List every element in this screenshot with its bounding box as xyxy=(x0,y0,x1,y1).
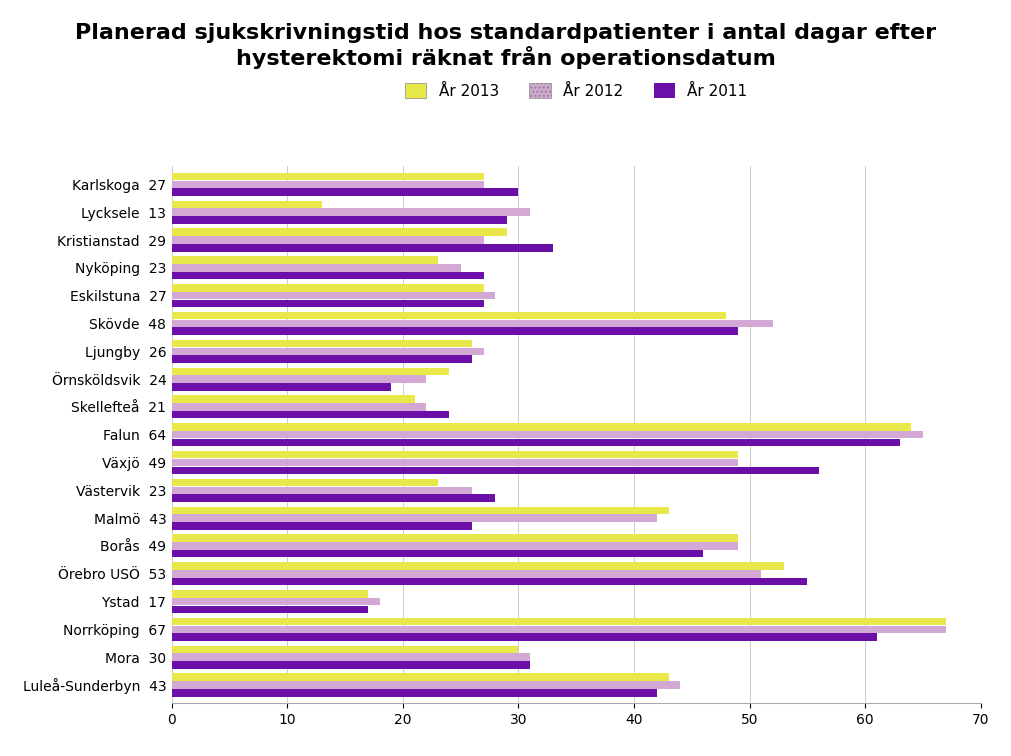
Bar xyxy=(172,578,808,585)
Bar xyxy=(172,411,449,418)
Bar xyxy=(172,534,738,542)
Bar xyxy=(172,598,380,606)
Bar xyxy=(172,367,449,375)
Bar xyxy=(172,479,438,486)
Legend: År 2013, År 2012, År 2011: År 2013, År 2012, År 2011 xyxy=(399,77,753,105)
Bar xyxy=(172,383,391,391)
Bar xyxy=(172,662,530,669)
Bar xyxy=(172,522,472,530)
Bar xyxy=(172,375,426,383)
Bar xyxy=(172,514,657,522)
Bar xyxy=(172,562,785,570)
Bar xyxy=(172,173,484,181)
Bar xyxy=(172,284,484,292)
Bar xyxy=(172,216,507,224)
Bar xyxy=(172,264,461,271)
Bar xyxy=(172,590,368,597)
Bar xyxy=(172,494,495,502)
Bar xyxy=(172,570,761,578)
Bar xyxy=(172,188,519,196)
Bar xyxy=(172,618,946,625)
Bar xyxy=(172,244,553,252)
Bar xyxy=(172,395,415,403)
Bar xyxy=(172,681,680,689)
Bar xyxy=(172,181,484,188)
Bar xyxy=(172,606,368,613)
Bar xyxy=(172,339,472,347)
Text: Planerad sjukskrivningstid hos standardpatienter i antal dagar efter
hysterektom: Planerad sjukskrivningstid hos standardp… xyxy=(75,23,936,70)
Bar xyxy=(172,487,472,494)
Bar xyxy=(172,256,438,264)
Bar xyxy=(172,320,772,327)
Bar xyxy=(172,272,484,280)
Bar xyxy=(172,423,911,431)
Bar xyxy=(172,355,472,363)
Bar xyxy=(172,200,323,208)
Bar xyxy=(172,689,657,696)
Bar xyxy=(172,459,738,466)
Bar xyxy=(172,634,877,641)
Bar xyxy=(172,348,484,355)
Bar xyxy=(172,209,530,216)
Bar xyxy=(172,550,704,557)
Bar xyxy=(172,312,727,320)
Bar xyxy=(172,626,946,633)
Bar xyxy=(172,438,900,446)
Bar xyxy=(172,646,519,653)
Bar xyxy=(172,674,668,681)
Bar xyxy=(172,228,507,236)
Bar xyxy=(172,653,530,661)
Bar xyxy=(172,466,819,474)
Bar xyxy=(172,451,738,458)
Bar xyxy=(172,237,484,243)
Bar xyxy=(172,431,923,438)
Bar xyxy=(172,299,484,307)
Bar xyxy=(172,542,738,550)
Bar xyxy=(172,403,426,411)
Bar xyxy=(172,327,738,335)
Bar xyxy=(172,507,668,514)
Bar xyxy=(172,292,495,299)
